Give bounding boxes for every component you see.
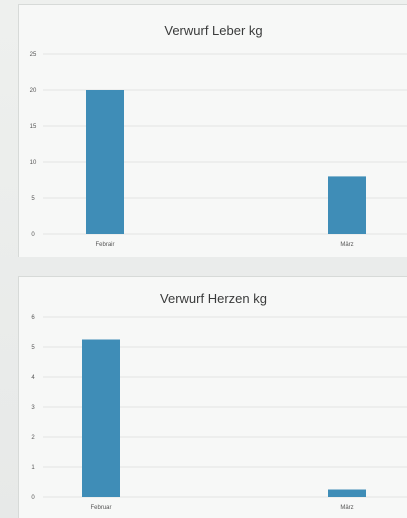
y-tick-label: 2 — [31, 435, 35, 441]
bar — [328, 176, 366, 234]
y-tick-label: 3 — [31, 405, 35, 411]
x-category-label: Febrair — [95, 242, 114, 248]
y-tick-label: 5 — [31, 345, 35, 351]
y-tick-label: 4 — [31, 375, 35, 381]
bar — [82, 339, 120, 497]
chart-panel-herzen: Verwurf Herzen kg 0 1 2 3 4 5 6 Februar März — [18, 276, 407, 518]
y-tick-label: 1 — [31, 465, 35, 471]
y-tick-label: 0 — [31, 232, 35, 238]
y-tick-label: 25 — [30, 52, 37, 58]
bar — [328, 489, 366, 497]
y-tick-label: 0 — [31, 495, 35, 501]
chart-panel-leber: Verwurf Leber kg 0 5 10 15 20 25 Febrair März — [18, 4, 407, 257]
y-tick-label: 5 — [31, 196, 35, 202]
bar — [86, 90, 124, 234]
chart-title: Verwurf Leber kg — [164, 23, 263, 38]
y-tick-label: 15 — [30, 124, 37, 130]
y-tick-label: 10 — [30, 160, 37, 166]
x-category-label: Februar — [90, 505, 111, 511]
y-tick-label: 6 — [31, 315, 35, 321]
bar-chart-herzen: 0 1 2 3 4 5 6 Februar März — [31, 315, 407, 511]
x-category-label: März — [340, 242, 353, 248]
bar-chart-leber: 0 5 10 15 20 25 Febrair März — [30, 52, 407, 248]
y-tick-label: 20 — [30, 88, 37, 94]
x-category-label: März — [340, 505, 353, 511]
chart-title: Verwurf Herzen kg — [160, 291, 267, 306]
